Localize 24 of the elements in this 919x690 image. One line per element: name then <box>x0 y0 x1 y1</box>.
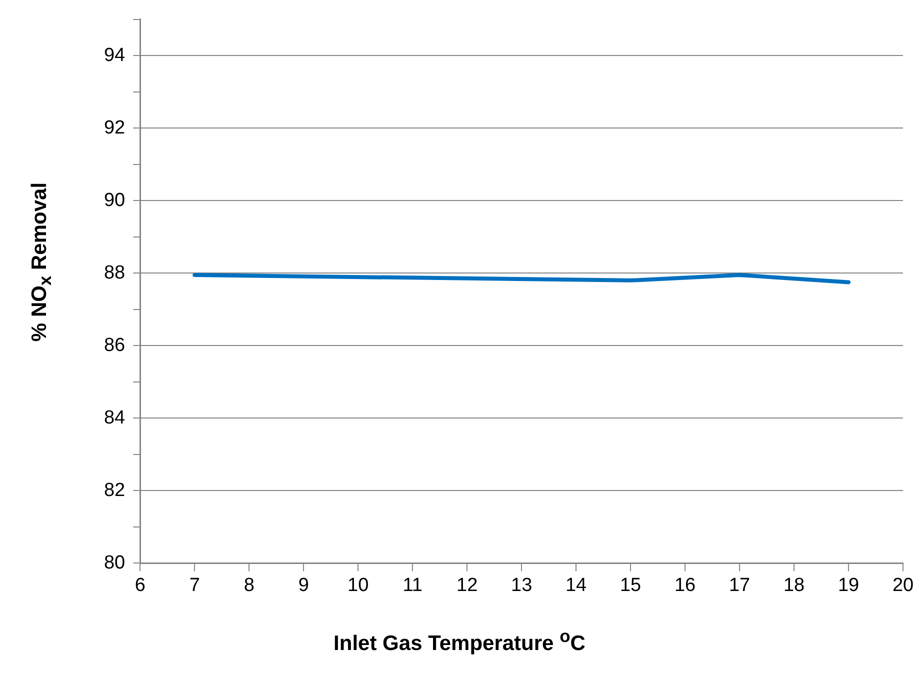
x-tick-label: 18 <box>783 574 805 596</box>
x-tick-label: 9 <box>298 574 309 596</box>
x-tick-label: 14 <box>565 574 588 596</box>
x-tick-label: 16 <box>674 574 696 596</box>
x-tick-label: 11 <box>402 574 422 596</box>
x-tick-label: 20 <box>892 574 914 596</box>
y-tick-label: 82 <box>104 480 126 501</box>
x-tick-label: 10 <box>348 574 369 596</box>
y-tick-label: 86 <box>104 334 126 356</box>
y-tick-label: 90 <box>104 190 126 211</box>
x-tick-label: 15 <box>620 574 642 596</box>
y-tick-label: 80 <box>104 552 126 574</box>
x-tick-label: 6 <box>134 574 146 596</box>
x-axis-title: Inlet Gas Temperature $^{o}$C <box>332 626 586 656</box>
x-tick-label: 19 <box>838 574 860 596</box>
y-tick-label: 94 <box>104 44 126 66</box>
x-tick-label: 13 <box>510 574 532 596</box>
y-tick-label: 88 <box>104 262 126 284</box>
y-tick-label: 84 <box>104 407 126 428</box>
x-tick-label: 12 <box>456 574 478 596</box>
x-tick-label: 17 <box>728 574 750 596</box>
x-tick-label: 7 <box>189 574 200 596</box>
y-tick-label: 92 <box>104 117 126 138</box>
x-tick-label: 8 <box>244 574 254 596</box>
